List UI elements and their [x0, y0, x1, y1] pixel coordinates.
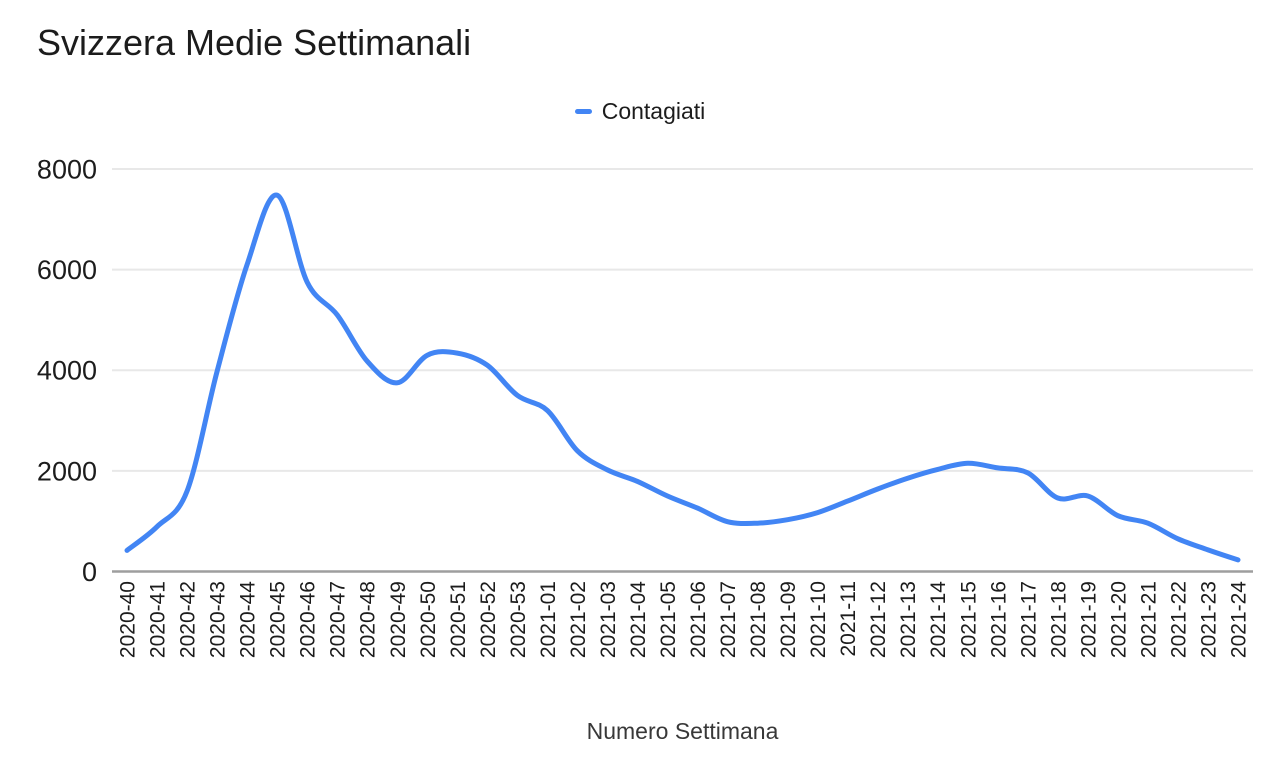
x-axis-tick-label: 2020-45	[267, 581, 290, 658]
x-axis-tick-label: 2020-43	[207, 581, 230, 658]
y-axis-tick-label: 6000	[37, 255, 97, 285]
y-axis-tick-label: 8000	[37, 154, 97, 184]
legend-item-contagiati: Contagiati	[574, 98, 706, 125]
x-axis-tick-label: 2021-04	[627, 581, 650, 658]
x-axis-tick-label: 2020-49	[387, 581, 410, 658]
x-axis-tick-label: 2021-08	[747, 581, 770, 658]
x-axis-tick-label: 2021-22	[1167, 581, 1190, 658]
x-axis-tick-label: 2021-13	[897, 581, 920, 658]
x-axis-tick-label: 2021-02	[567, 581, 590, 658]
x-axis-tick-label: 2021-20	[1107, 581, 1130, 658]
x-axis-tick-label: 2021-23	[1197, 581, 1220, 658]
series-line-contagiati	[124, 192, 1241, 563]
x-axis-tick-label: 2021-17	[1017, 581, 1040, 658]
x-axis-tick-label: 2020-41	[147, 581, 170, 658]
x-axis-tick-label: 2020-48	[357, 581, 380, 658]
x-axis-tick-label: 2021-24	[1227, 581, 1250, 658]
legend: Contagiati	[0, 98, 1280, 125]
x-axis-tick-label: 2021-03	[597, 581, 620, 658]
x-axis-tick-label: 2021-18	[1047, 581, 1070, 658]
x-axis-tick-label: 2020-52	[477, 581, 500, 658]
x-axis-tick-label: 2021-19	[1077, 581, 1100, 658]
x-axis-tick-label: 2020-44	[237, 581, 260, 658]
x-axis-tick-label: 2021-09	[777, 581, 800, 658]
x-axis-tick-label: 2020-51	[447, 581, 470, 658]
x-axis-tick-label: 2021-05	[657, 581, 680, 658]
y-axis-tick-label: 4000	[37, 356, 97, 386]
x-axis-tick-label: 2021-01	[537, 581, 560, 658]
x-axis-tick-label: 2020-50	[417, 581, 440, 658]
x-axis-tick-label: 2021-10	[807, 581, 830, 658]
legend-label: Contagiati	[601, 98, 706, 124]
legend-line-marker-icon	[574, 109, 592, 114]
chart-title: Svizzera Medie Settimanali	[37, 22, 472, 63]
x-axis-tick-label: 2021-11	[837, 581, 860, 657]
x-axis-tick-label: 2020-53	[507, 581, 530, 658]
x-axis-title: Numero Settimana	[586, 718, 779, 744]
y-axis-tick-label: 2000	[37, 456, 97, 486]
x-axis-tick-label: 2021-06	[687, 581, 710, 658]
x-axis-tick-label: 2020-42	[177, 581, 200, 658]
x-axis-tick-label: 2021-15	[957, 581, 980, 658]
x-axis-tick-label: 2021-12	[867, 581, 890, 658]
x-axis-tick-label: 2020-47	[327, 581, 350, 658]
x-axis-tick-label: 2021-07	[717, 581, 740, 658]
y-axis-tick-label: 0	[82, 557, 97, 587]
x-axis-tick-label: 2021-21	[1137, 581, 1160, 658]
x-axis-tick-label: 2020-40	[117, 581, 140, 658]
x-axis-tick-label: 2021-14	[927, 581, 950, 658]
x-axis-tick-label: 2021-16	[987, 581, 1010, 658]
x-axis-tick-label: 2020-46	[297, 581, 320, 658]
